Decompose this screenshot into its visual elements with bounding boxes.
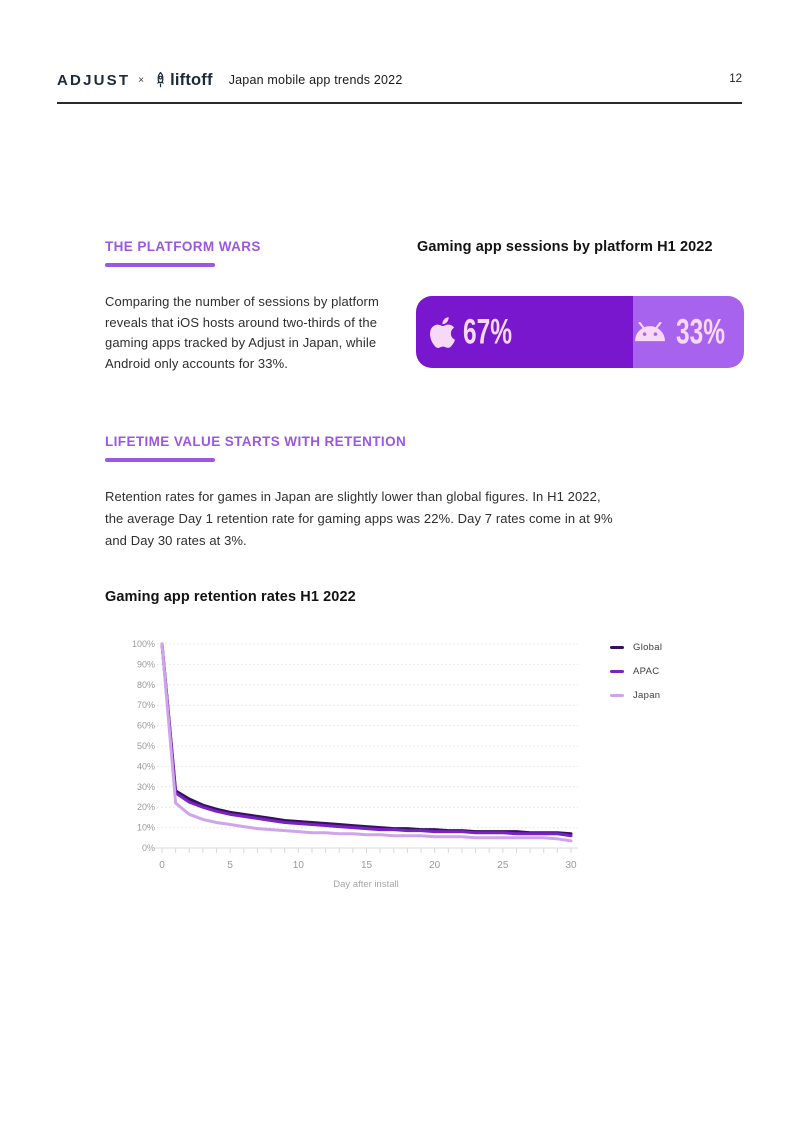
svg-text:5: 5 <box>227 860 233 871</box>
svg-text:40%: 40% <box>137 761 155 771</box>
document-title: Japan mobile app trends 2022 <box>228 73 403 87</box>
svg-text:90%: 90% <box>137 659 155 669</box>
android-segment: 33% <box>632 296 744 368</box>
header-divider <box>57 102 742 104</box>
legend-item-japan: Japan <box>610 683 662 707</box>
retention-section-heading: LIFETIME VALUE STARTS WITH RETENTION <box>105 434 407 449</box>
svg-text:70%: 70% <box>137 700 155 710</box>
apple-icon <box>430 316 455 348</box>
svg-text:30%: 30% <box>137 782 155 792</box>
svg-text:20: 20 <box>429 860 441 871</box>
svg-text:25: 25 <box>497 860 509 871</box>
android-icon <box>634 322 665 342</box>
legend-item-global: Global <box>610 635 662 659</box>
retention-chart-title: Gaming app retention rates H1 2022 <box>105 589 356 605</box>
platform-heading-underline <box>105 263 215 267</box>
retention-chart-svg: 0% 10% 20% 30% 40% 50% 60% 70% 80% 90% 100% 0 5 10 15 2… <box>132 639 578 890</box>
platform-section-body: Comparing the number of sessions by plat… <box>105 294 379 371</box>
page-number: 12 <box>729 73 742 85</box>
svg-text:10: 10 <box>293 860 305 871</box>
retention-section-body: Retention rates for games in Japan are s… <box>105 489 613 548</box>
svg-text:50%: 50% <box>137 741 155 751</box>
ios-segment: 67% <box>416 296 633 368</box>
svg-text:Day after install: Day after install <box>333 879 398 890</box>
legend-dash-global <box>610 645 624 649</box>
legend-dash-japan <box>610 693 624 697</box>
svg-text:0%: 0% <box>142 843 155 853</box>
retention-heading-underline <box>105 458 215 462</box>
legend-label-japan: Japan <box>633 689 661 701</box>
legend-dash-apac <box>610 669 624 673</box>
svg-text:20%: 20% <box>137 802 155 812</box>
svg-text:15: 15 <box>361 860 373 871</box>
rocket-icon <box>156 71 165 87</box>
android-share-value: 33% <box>675 311 725 352</box>
svg-text:30: 30 <box>565 860 577 871</box>
adjust-logo: ADJUST <box>57 71 131 89</box>
platform-sessions-bar: 67% 33% <box>416 296 744 368</box>
legend-item-apac: APAC <box>610 659 662 683</box>
logo-separator: × <box>138 74 145 86</box>
ios-share-value: 67% <box>463 311 513 352</box>
legend-label-apac: APAC <box>633 665 660 677</box>
retention-legend: Global APAC Japan <box>610 635 662 707</box>
platform-chart-title: Gaming app sessions by platform H1 2022 <box>417 239 713 255</box>
svg-text:100%: 100% <box>132 639 155 649</box>
liftoff-wordmark: liftoff <box>170 70 213 89</box>
svg-text:60%: 60% <box>137 721 155 731</box>
svg-text:80%: 80% <box>137 680 155 690</box>
platform-section-heading: THE PLATFORM WARS <box>105 239 261 254</box>
brand-logos: ADJUST × liftoff Japan mobile app trends… <box>57 66 402 94</box>
liftoff-logo: liftoff <box>154 71 213 90</box>
svg-text:0: 0 <box>159 860 165 871</box>
legend-label-global: Global <box>633 641 663 653</box>
svg-text:10%: 10% <box>137 823 155 833</box>
